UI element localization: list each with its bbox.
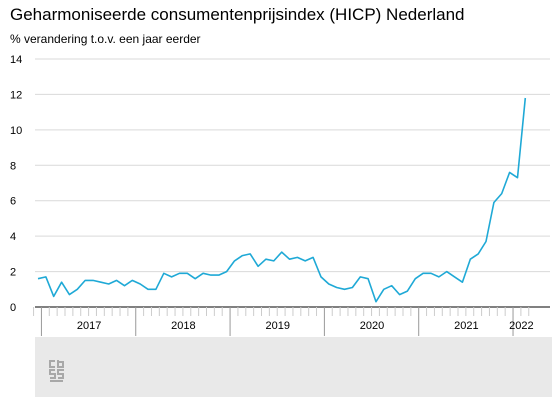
y-tick-label: 12 <box>10 89 22 101</box>
y-tick-label: 0 <box>10 302 16 314</box>
y-tick-label: 2 <box>10 267 16 279</box>
y-tick-label: 8 <box>10 160 16 172</box>
y-tick-label: 10 <box>10 125 22 137</box>
x-axis: 2017 2018 2019 2020 2021 2022 <box>33 306 550 336</box>
y-tick-label: 6 <box>10 196 16 208</box>
cbs-logo-icon <box>49 360 64 382</box>
chart-subtitle: % verandering t.o.v. een jaar eerder <box>10 32 201 46</box>
x-tick-label: 2018 <box>171 320 195 332</box>
x-tick-label: 2019 <box>265 320 289 332</box>
chart-title: Geharmoniseerde consumentenprijsindex (H… <box>10 5 465 24</box>
x-tick-label: 2022 <box>509 320 533 332</box>
x-tick-label: 2021 <box>454 320 478 332</box>
y-axis: 0 2 4 6 8 10 12 14 <box>10 54 22 314</box>
series-layer <box>37 97 527 303</box>
chart-footer <box>35 337 552 397</box>
x-tick-label: 2020 <box>360 320 384 332</box>
series-line <box>37 97 527 303</box>
x-tick-label: 2017 <box>77 320 101 332</box>
y-tick-label: 14 <box>10 54 22 66</box>
grid-layer <box>35 58 550 273</box>
y-tick-label: 4 <box>10 231 16 243</box>
